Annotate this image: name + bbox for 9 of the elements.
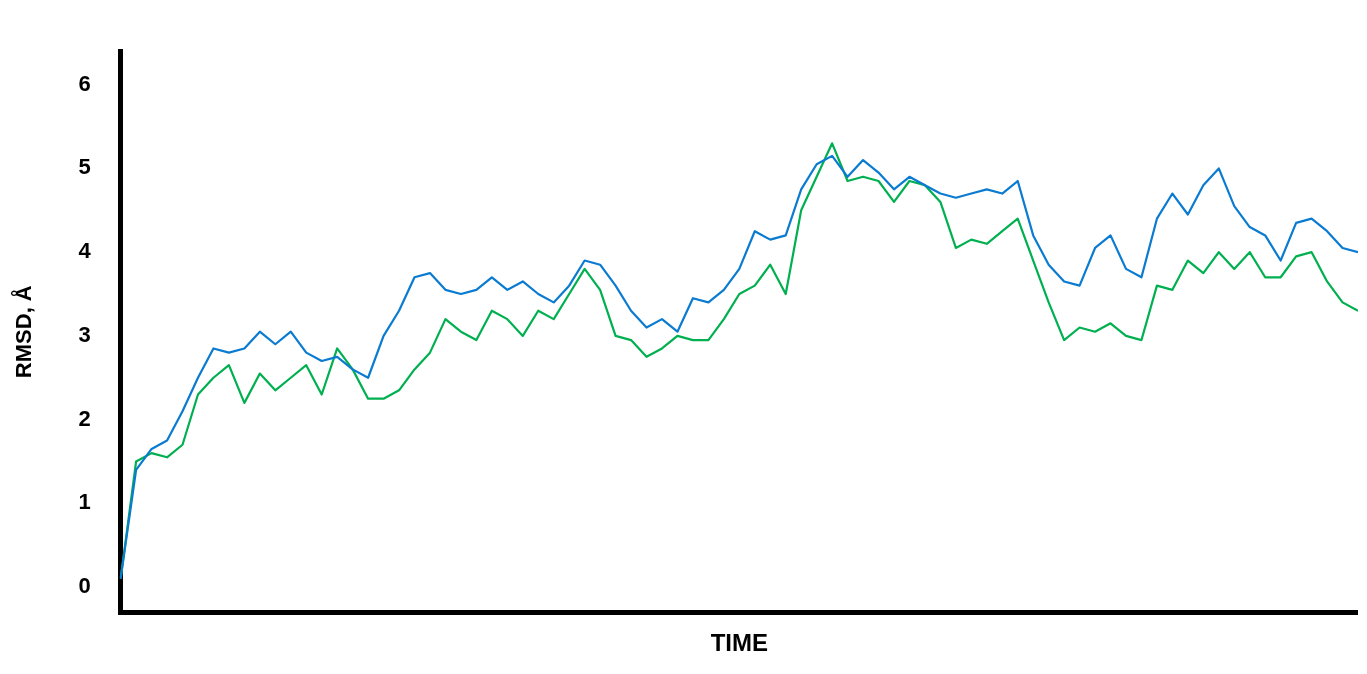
y-axis-title: RMSD, Å bbox=[10, 285, 37, 379]
y-tick-label: 2 bbox=[78, 405, 91, 431]
y-tick-label: 1 bbox=[78, 489, 91, 515]
y-tick-label: 5 bbox=[78, 154, 91, 180]
y-tick-label: 0 bbox=[78, 573, 91, 599]
x-axis-title: TIME bbox=[710, 629, 768, 657]
y-tick-label: 6 bbox=[78, 70, 91, 96]
y-tick-label: 3 bbox=[78, 321, 91, 347]
y-tick-label: 4 bbox=[78, 238, 92, 264]
